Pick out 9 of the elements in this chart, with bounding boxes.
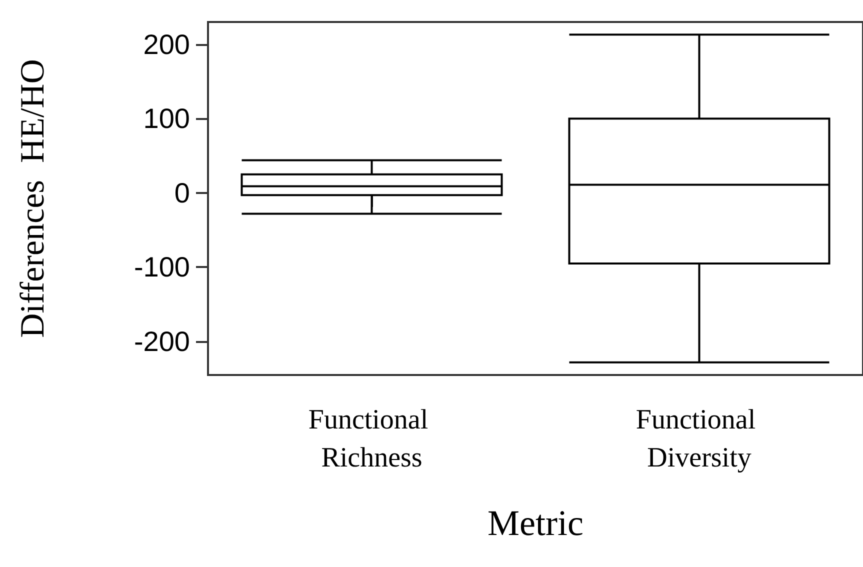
y-tick-label: -200 <box>134 326 190 358</box>
y-tick-label: 0 <box>174 177 190 208</box>
y-tick-label: 200 <box>143 28 190 60</box>
y-tick-label: -100 <box>134 252 190 283</box>
x-tick-label: Functional Diversity <box>636 404 763 474</box>
y-axis-title: Differences HE/HO <box>14 59 52 338</box>
x-tick-label: Functional Richness <box>308 404 436 474</box>
y-tick-label: 100 <box>143 103 190 134</box>
x-axis-title: Metric <box>488 503 584 543</box>
